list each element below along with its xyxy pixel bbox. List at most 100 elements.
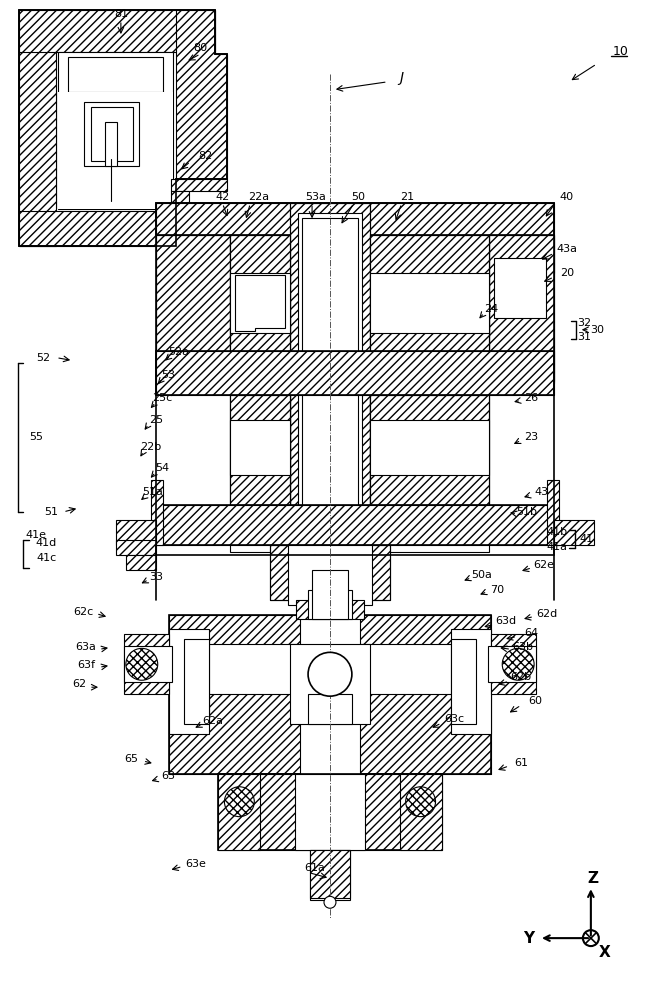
Bar [451, 639, 477, 724]
Bar [230, 273, 290, 333]
Text: 61: 61 [514, 758, 528, 768]
Polygon shape [554, 520, 594, 545]
Text: 63e: 63e [185, 859, 206, 869]
Polygon shape [310, 850, 350, 898]
Bar [298, 213, 362, 552]
Polygon shape [20, 211, 176, 246]
Text: 30: 30 [590, 325, 604, 335]
Text: 21: 21 [400, 192, 415, 202]
Text: 50a: 50a [471, 570, 492, 580]
Text: 63a: 63a [76, 642, 96, 652]
Polygon shape [370, 235, 490, 351]
Polygon shape [490, 235, 554, 381]
Text: 80: 80 [193, 43, 208, 53]
Text: 22b: 22b [140, 442, 161, 452]
Text: 53a: 53a [305, 192, 327, 202]
Text: 82: 82 [199, 151, 213, 161]
Bar [230, 420, 290, 475]
Polygon shape [156, 505, 554, 545]
Text: 62c: 62c [73, 607, 93, 617]
Text: 61a: 61a [305, 863, 326, 873]
Polygon shape [230, 395, 290, 505]
Bar [451, 629, 492, 734]
Text: 26: 26 [524, 393, 538, 403]
Bar [156, 203, 554, 555]
Polygon shape [116, 540, 156, 555]
Bar [300, 615, 360, 779]
Text: 41d: 41d [36, 538, 57, 548]
Text: 10: 10 [613, 45, 629, 58]
Polygon shape [219, 774, 260, 850]
Text: 43: 43 [534, 487, 548, 497]
Text: 64: 64 [524, 628, 538, 638]
Polygon shape [20, 10, 56, 246]
Polygon shape [230, 235, 290, 351]
Text: 63: 63 [161, 771, 176, 781]
Text: 63d: 63d [495, 616, 517, 626]
Bar [488, 646, 536, 682]
Bar [296, 600, 364, 619]
Text: 51: 51 [44, 507, 58, 517]
Polygon shape [124, 634, 169, 694]
Bar [370, 420, 490, 475]
Bar [302, 218, 358, 537]
Bar [184, 644, 477, 694]
Text: 43a: 43a [557, 244, 577, 254]
Text: 40: 40 [560, 192, 574, 202]
Polygon shape [236, 275, 285, 331]
Polygon shape [156, 235, 230, 381]
Text: 60: 60 [528, 696, 542, 706]
Text: 63f: 63f [77, 660, 95, 670]
Text: 41b: 41b [546, 527, 568, 537]
Bar [156, 203, 554, 235]
Bar [308, 694, 352, 724]
Bar [370, 395, 490, 505]
Bar [547, 480, 559, 545]
Bar [230, 235, 290, 552]
Polygon shape [176, 10, 227, 179]
Bar [169, 615, 492, 774]
Polygon shape [126, 555, 156, 570]
Text: 51b: 51b [517, 507, 538, 517]
Bar [295, 774, 365, 850]
Polygon shape [400, 774, 443, 850]
Bar [171, 191, 189, 211]
Text: 41a: 41a [546, 542, 568, 552]
Text: 62b: 62b [510, 672, 532, 682]
Bar [288, 545, 372, 605]
Text: 20: 20 [560, 268, 574, 278]
Circle shape [583, 930, 599, 946]
Bar [156, 505, 554, 545]
Text: 53: 53 [161, 370, 176, 380]
Bar [370, 273, 490, 333]
Polygon shape [270, 545, 390, 600]
Bar [58, 52, 173, 209]
Text: 50: 50 [351, 192, 365, 202]
Text: Z: Z [587, 871, 598, 886]
Bar [290, 644, 370, 724]
Circle shape [324, 896, 336, 908]
Bar [312, 570, 348, 619]
Text: 42: 42 [215, 192, 230, 202]
Text: X: X [599, 945, 611, 960]
Text: 62: 62 [72, 679, 86, 689]
Bar [219, 774, 443, 850]
Text: 55: 55 [29, 432, 43, 442]
Text: 22a: 22a [248, 192, 269, 202]
Circle shape [406, 787, 436, 817]
Text: 63b: 63b [512, 642, 534, 652]
Bar [308, 590, 352, 619]
Text: 81: 81 [114, 9, 128, 19]
Text: 33: 33 [148, 572, 163, 582]
Circle shape [308, 652, 352, 696]
Text: 25: 25 [148, 415, 163, 425]
Text: 41: 41 [580, 534, 594, 544]
Bar [91, 107, 133, 161]
Bar [310, 850, 350, 900]
Text: 52a: 52a [168, 347, 189, 357]
Circle shape [225, 787, 255, 817]
Bar [84, 102, 139, 166]
Text: 25c: 25c [152, 393, 173, 403]
Text: 65: 65 [124, 754, 138, 764]
Text: 31: 31 [577, 332, 591, 342]
